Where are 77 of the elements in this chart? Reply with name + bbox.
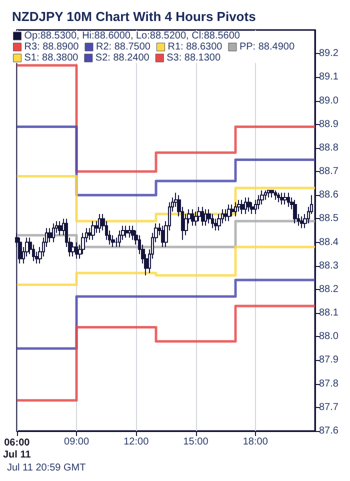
candlestick bbox=[128, 225, 131, 238]
candlestick bbox=[201, 206, 204, 226]
candlestick bbox=[257, 194, 260, 210]
candlestick bbox=[230, 204, 234, 217]
candlestick bbox=[247, 196, 251, 212]
text: Jul 11 20:59 GMT bbox=[7, 462, 86, 474]
candlestick bbox=[300, 216, 304, 229]
y-tick-label: 88.0 bbox=[319, 331, 339, 342]
candlestick bbox=[48, 228, 52, 243]
candlestick bbox=[217, 213, 221, 231]
candlestick bbox=[244, 196, 247, 214]
chart-title: NZDJPY 10M Chart With 4 Hours Pivots bbox=[12, 9, 256, 24]
candlestick bbox=[277, 192, 280, 203]
y-tick-label: 87.7 bbox=[319, 402, 339, 413]
candlestick bbox=[131, 225, 135, 240]
candlestick bbox=[254, 199, 257, 214]
candlestick bbox=[214, 218, 217, 231]
legend-label: Op:88.5300, Hi:88.6000, Lo:88.5200, Cl:88.5600 bbox=[24, 30, 240, 42]
y-tick-label: 88.1 bbox=[319, 308, 339, 319]
legend-label: R2: 88.7500 bbox=[96, 42, 151, 52]
x-tick-label: 15:00 bbox=[183, 436, 209, 448]
y-tick-label: 88.8 bbox=[319, 142, 339, 154]
candlestick bbox=[75, 242, 78, 260]
y-tick-label: 88.2 bbox=[319, 284, 339, 295]
legend-label: S1: 88.3800 bbox=[24, 52, 79, 64]
y-tick-label: 87.6 bbox=[319, 426, 339, 436]
candlestick bbox=[52, 222, 55, 243]
candlestick bbox=[211, 213, 214, 229]
legend-label: R3: 88.8900 bbox=[24, 42, 80, 52]
y-tick-label: 89.0 bbox=[319, 95, 339, 106]
legend-label: S2: 88.2400 bbox=[95, 52, 150, 64]
y-tick-label: 89.1 bbox=[319, 72, 339, 83]
y-tick-label: 87.9 bbox=[319, 354, 339, 366]
candlestick bbox=[227, 204, 231, 222]
y-tick-label: 88.6 bbox=[319, 190, 339, 201]
candlestick bbox=[81, 232, 85, 255]
candlestick bbox=[280, 192, 284, 206]
candlestick bbox=[287, 192, 290, 208]
y-tick-label: 87.8 bbox=[319, 378, 339, 390]
candlestick bbox=[207, 208, 211, 224]
candlestick bbox=[98, 213, 101, 234]
candlestick bbox=[270, 190, 274, 198]
candlestick bbox=[124, 225, 128, 238]
candlestick bbox=[58, 220, 62, 236]
candlestick bbox=[250, 202, 254, 214]
x-tick-label: 06:00 Jul 11 bbox=[2, 438, 32, 460]
legend-label: PP: 88.4900 bbox=[239, 42, 295, 52]
legend-label: R1: 88.6300 bbox=[168, 42, 223, 52]
candlestick bbox=[111, 234, 115, 248]
candlestick bbox=[197, 206, 201, 222]
x-tick-label: 09:00 bbox=[64, 436, 90, 448]
x-tick-label: 18:00 bbox=[242, 436, 268, 448]
candlestick bbox=[71, 242, 75, 257]
y-tick-label: 88.7 bbox=[319, 166, 339, 178]
legend-label: S3: 88.1300 bbox=[166, 52, 221, 64]
candlestick bbox=[264, 190, 267, 200]
candlestick bbox=[237, 199, 241, 212]
y-tick-label: 89.2 bbox=[319, 48, 339, 60]
candlestick bbox=[274, 190, 277, 200]
candlestick bbox=[283, 192, 287, 206]
candlestick bbox=[191, 208, 194, 226]
candlestick bbox=[204, 208, 207, 226]
candlestick bbox=[161, 225, 164, 248]
candlestick bbox=[234, 202, 237, 217]
candlestick bbox=[91, 220, 95, 240]
candlestick bbox=[260, 190, 264, 206]
y-tick-label: 88.4 bbox=[319, 236, 339, 248]
x-tick-label: 12:00 bbox=[124, 436, 150, 448]
y-tick-label: 88.9 bbox=[319, 118, 339, 130]
candlestick bbox=[224, 208, 227, 222]
candlestick bbox=[293, 199, 297, 224]
candlestick bbox=[194, 211, 198, 226]
y-tick-label: 88.3 bbox=[319, 260, 339, 272]
candlestick bbox=[240, 199, 244, 214]
candlestick bbox=[267, 190, 270, 198]
candlestick bbox=[118, 230, 121, 248]
y-tick-label: 88.5 bbox=[319, 213, 339, 224]
